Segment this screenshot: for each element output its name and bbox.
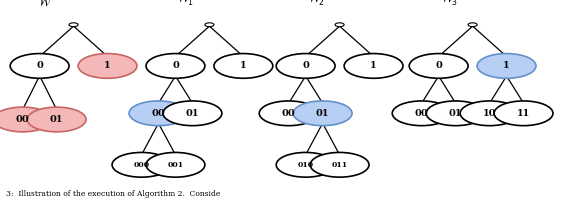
Ellipse shape (494, 101, 553, 126)
Ellipse shape (293, 101, 352, 126)
Text: 0: 0 (172, 61, 179, 70)
Text: 1: 1 (370, 61, 377, 70)
Text: 1: 1 (503, 61, 510, 70)
Ellipse shape (409, 54, 468, 78)
Ellipse shape (477, 54, 536, 78)
Ellipse shape (276, 54, 335, 78)
Text: 0: 0 (302, 61, 309, 70)
Ellipse shape (344, 54, 403, 78)
Text: 3:  Illustration of the execution of Algorithm 2.  Conside: 3: Illustration of the execution of Algo… (6, 190, 220, 198)
Text: 1: 1 (104, 61, 111, 70)
Ellipse shape (310, 152, 369, 177)
Text: $\mathcal{W}_3'$: $\mathcal{W}_3'$ (440, 0, 457, 8)
Text: 11: 11 (517, 109, 530, 118)
Text: $\mathcal{W}$: $\mathcal{W}$ (38, 0, 51, 8)
Text: 010: 010 (298, 161, 314, 169)
Text: 001: 001 (168, 161, 183, 169)
Ellipse shape (10, 54, 69, 78)
Ellipse shape (276, 152, 335, 177)
Ellipse shape (146, 54, 205, 78)
Text: 01: 01 (186, 109, 199, 118)
Ellipse shape (426, 101, 485, 126)
Text: 01: 01 (316, 109, 329, 118)
Ellipse shape (259, 101, 318, 126)
Ellipse shape (392, 101, 451, 126)
Ellipse shape (214, 54, 273, 78)
Ellipse shape (205, 23, 214, 27)
Text: 011: 011 (332, 161, 348, 169)
Text: 0: 0 (36, 61, 43, 70)
Ellipse shape (27, 107, 86, 132)
Text: 00: 00 (152, 109, 165, 118)
Text: 0: 0 (435, 61, 442, 70)
Text: 01: 01 (50, 115, 63, 124)
Ellipse shape (129, 101, 188, 126)
Text: 10: 10 (483, 109, 496, 118)
Text: 1: 1 (240, 61, 247, 70)
Ellipse shape (0, 107, 52, 132)
Text: 00: 00 (415, 109, 428, 118)
Text: 000: 000 (134, 161, 149, 169)
Ellipse shape (460, 101, 519, 126)
Ellipse shape (335, 23, 344, 27)
Ellipse shape (78, 54, 137, 78)
Text: $\mathcal{W}_2'$: $\mathcal{W}_2'$ (307, 0, 324, 8)
Ellipse shape (163, 101, 222, 126)
Text: 00: 00 (282, 109, 295, 118)
Ellipse shape (146, 152, 205, 177)
Text: $\mathcal{W}_1'$: $\mathcal{W}_1'$ (177, 0, 194, 8)
Text: 00: 00 (16, 115, 29, 124)
Ellipse shape (112, 152, 171, 177)
Ellipse shape (69, 23, 78, 27)
Text: 01: 01 (449, 109, 462, 118)
Ellipse shape (468, 23, 477, 27)
